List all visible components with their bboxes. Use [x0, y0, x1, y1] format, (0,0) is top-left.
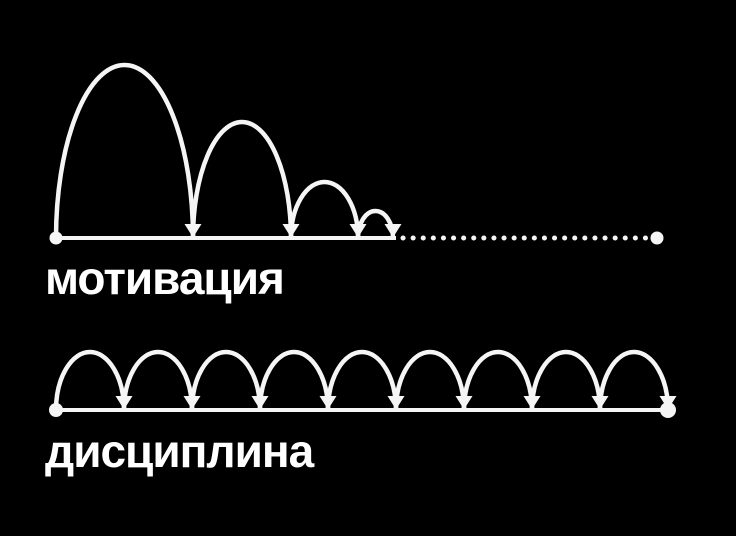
landing-arrow-icon	[384, 224, 402, 238]
bounce-arc	[393, 349, 467, 411]
discipline-diagram	[49, 349, 677, 418]
bounce-arc	[53, 349, 127, 411]
motivation-start-dot	[49, 231, 63, 245]
bounce-arc	[189, 349, 263, 411]
bounce-arc	[325, 349, 399, 411]
bounce-arc	[529, 349, 603, 411]
bounce-arc	[597, 349, 671, 411]
bounce-arc	[288, 179, 361, 239]
discipline-label: дисциплина	[45, 425, 314, 477]
bounce-arc	[190, 119, 294, 239]
motivation-diagram	[49, 62, 664, 245]
bounce-arc	[53, 62, 196, 239]
discipline-start-dot	[49, 403, 63, 417]
bounce-arc	[121, 349, 195, 411]
discipline-end-dot	[660, 402, 676, 418]
bounce-arc	[461, 349, 535, 411]
motivation-end-dot	[650, 231, 664, 245]
bounce-arc	[257, 349, 331, 411]
motivation-label: мотивация	[45, 252, 285, 304]
